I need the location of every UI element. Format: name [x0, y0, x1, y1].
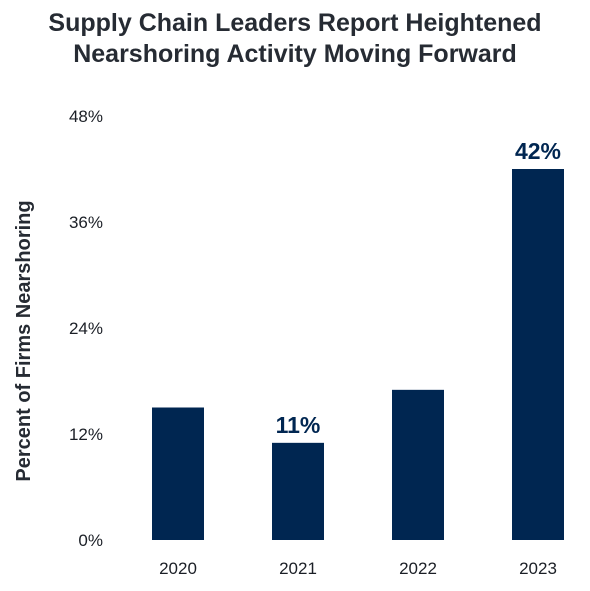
bar-2023	[512, 169, 564, 540]
y-tick-label: 48%	[69, 107, 103, 126]
bar-2022	[392, 389, 444, 540]
x-tick-label: 2020	[159, 559, 197, 578]
y-tick-labels: 0% 12% 24% 36% 48%	[69, 107, 103, 550]
y-tick-label: 12%	[69, 425, 103, 444]
y-tick-label: 36%	[69, 213, 103, 232]
data-label: 42%	[515, 138, 561, 164]
y-axis-label: Percent of Firms Nearshoring	[13, 200, 35, 481]
x-tick-label: 2023	[519, 559, 557, 578]
x-tick-labels: 2020 2021 2022 2023	[159, 559, 557, 578]
y-tick-label: 24%	[69, 319, 103, 338]
data-labels: 11% 42%	[276, 138, 561, 438]
chart-title-line-2: Nearshoring Activity Moving Forward	[73, 40, 517, 68]
bar-2020	[152, 407, 204, 540]
bar-2021	[272, 442, 324, 540]
x-tick-label: 2021	[279, 559, 317, 578]
bars	[152, 169, 564, 540]
data-label: 11%	[276, 412, 321, 438]
chart-title-line-1: Supply Chain Leaders Report Heightened	[48, 9, 542, 37]
chart-title: Supply Chain Leaders Report Heightened N…	[0, 8, 590, 70]
x-tick-label: 2022	[399, 559, 437, 578]
y-tick-label: 0%	[78, 531, 103, 550]
